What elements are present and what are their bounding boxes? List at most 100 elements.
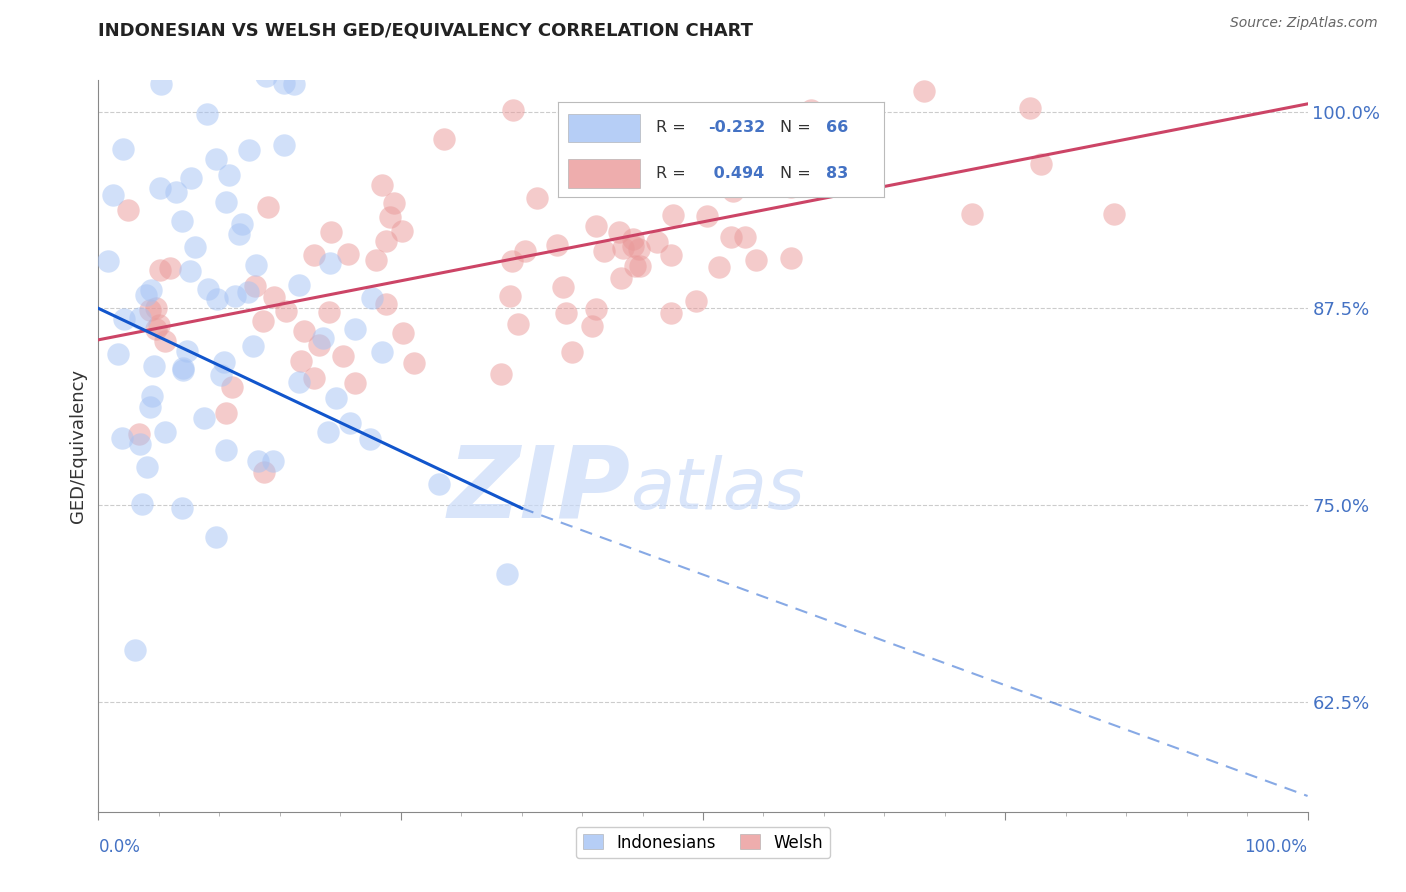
Point (197, 282, 219, 296)
Point (159, 261, 181, 276)
Point (312, 331, 335, 345)
Point (214, 195, 236, 210)
Point (184, 239, 207, 253)
Point (256, 200, 278, 214)
Point (382, 196, 405, 211)
Point (316, 425, 339, 439)
Point (375, 297, 398, 311)
Point (800, 103, 823, 118)
Point (496, 567, 519, 582)
Point (318, 256, 340, 270)
Point (273, 137, 295, 152)
Point (960, 207, 983, 221)
Point (627, 242, 650, 256)
Point (1019, 101, 1042, 115)
Point (252, 314, 274, 328)
Point (621, 232, 644, 246)
Point (111, 142, 134, 156)
Point (371, 344, 394, 359)
Point (427, 477, 450, 491)
Point (117, 203, 139, 218)
Point (745, 253, 768, 268)
Point (145, 322, 167, 336)
Point (148, 318, 170, 332)
Point (139, 303, 162, 318)
Point (231, 217, 253, 231)
Point (131, 497, 153, 511)
Point (359, 432, 381, 446)
Point (685, 294, 707, 309)
Point (302, 371, 325, 385)
Point (135, 287, 157, 301)
Point (506, 318, 529, 332)
Point (110, 431, 132, 445)
Point (253, 465, 276, 479)
Point (555, 306, 578, 320)
Point (243, 279, 266, 293)
Text: 100.0%: 100.0% (1244, 838, 1308, 856)
Point (661, 208, 683, 222)
Y-axis label: GED/Equivalency: GED/Equivalency (69, 369, 87, 523)
Point (215, 406, 238, 420)
Point (912, 84, 935, 98)
Point (170, 213, 193, 227)
Point (97, 254, 120, 268)
Point (288, 376, 311, 390)
Point (659, 306, 682, 320)
Point (238, 143, 260, 157)
Point (661, 247, 683, 261)
Point (153, 425, 176, 440)
Point (209, 368, 232, 383)
Point (319, 225, 342, 239)
Point (318, 305, 340, 319)
Point (228, 227, 250, 241)
Point (641, 170, 664, 185)
Point (489, 368, 512, 382)
Point (332, 349, 354, 363)
Point (246, 454, 269, 468)
Point (288, 278, 311, 293)
Point (336, 247, 359, 261)
Point (592, 244, 614, 259)
Point (585, 219, 607, 234)
Point (205, 293, 228, 307)
Text: INDONESIAN VS WELSH GED/EQUIVALENCY CORRELATION CHART: INDONESIAN VS WELSH GED/EQUIVALENCY CORR… (98, 21, 754, 39)
Point (366, 252, 388, 267)
Point (624, 259, 647, 273)
Point (103, 187, 125, 202)
Text: Source: ZipAtlas.com: Source: ZipAtlas.com (1230, 16, 1378, 29)
Point (361, 291, 384, 305)
Point (170, 500, 193, 515)
Point (696, 209, 718, 223)
Point (308, 338, 330, 352)
Point (585, 301, 607, 316)
Point (273, 76, 295, 90)
Point (141, 389, 163, 403)
Point (723, 184, 745, 198)
Point (149, 181, 172, 195)
Point (242, 339, 264, 353)
Point (114, 311, 136, 326)
Point (205, 530, 228, 544)
Point (404, 355, 426, 369)
Point (628, 259, 651, 273)
Point (581, 318, 603, 333)
Point (1029, 157, 1052, 171)
Point (221, 380, 243, 394)
Point (339, 417, 361, 431)
Point (290, 354, 312, 368)
Point (607, 225, 630, 239)
Point (813, 123, 835, 137)
Point (153, 334, 176, 348)
Point (276, 304, 298, 318)
Point (254, 69, 277, 83)
Point (344, 376, 367, 390)
Point (623, 239, 645, 253)
Point (150, 77, 173, 91)
Point (1102, 207, 1125, 221)
Point (907, 51, 929, 65)
Point (378, 211, 401, 225)
Point (283, 77, 305, 91)
Point (172, 361, 194, 376)
Point (779, 252, 801, 266)
